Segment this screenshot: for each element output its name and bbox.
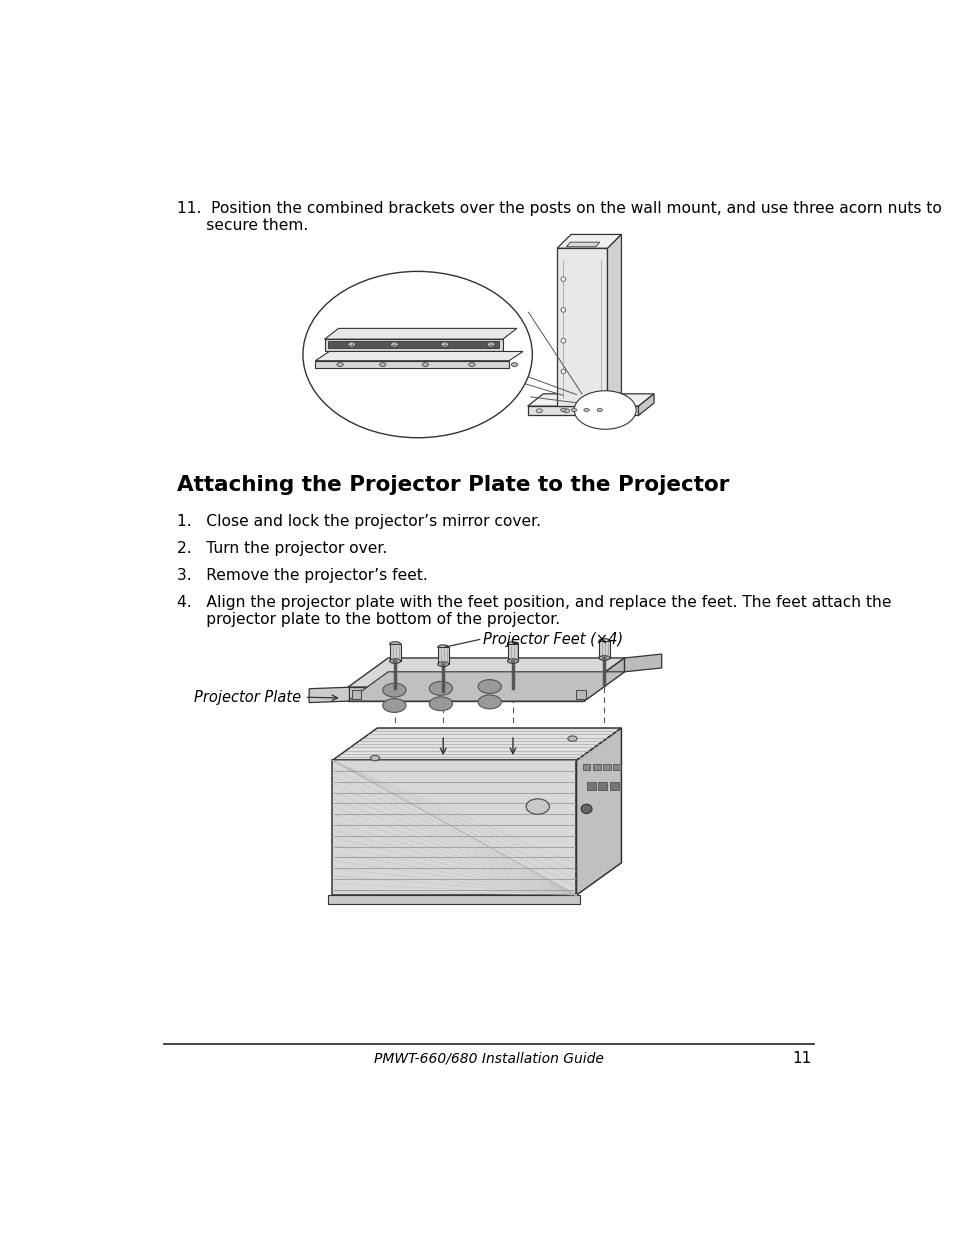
Ellipse shape (390, 642, 400, 646)
Ellipse shape (370, 756, 379, 761)
Ellipse shape (598, 656, 609, 661)
Polygon shape (332, 727, 620, 761)
Polygon shape (348, 687, 583, 701)
Circle shape (560, 277, 565, 282)
Ellipse shape (487, 342, 495, 347)
Bar (586, 782, 596, 789)
Circle shape (560, 338, 565, 343)
Polygon shape (624, 655, 661, 672)
Text: Projector Feet (×4): Projector Feet (×4) (483, 632, 623, 647)
Ellipse shape (336, 363, 343, 367)
Text: PMWT-660/680 Installation Guide: PMWT-660/680 Installation Guide (374, 1051, 603, 1066)
Ellipse shape (594, 409, 599, 412)
Ellipse shape (348, 342, 355, 347)
Polygon shape (527, 406, 638, 415)
Ellipse shape (382, 683, 406, 697)
Text: secure them.: secure them. (177, 217, 309, 232)
Ellipse shape (507, 658, 517, 663)
Ellipse shape (429, 682, 452, 695)
Ellipse shape (602, 657, 606, 659)
Polygon shape (576, 727, 620, 895)
Text: Projector Plate: Projector Plate (194, 689, 301, 705)
Ellipse shape (507, 642, 517, 646)
Polygon shape (328, 341, 498, 348)
Ellipse shape (597, 409, 602, 411)
Polygon shape (348, 672, 624, 701)
Polygon shape (332, 761, 576, 895)
Ellipse shape (477, 695, 500, 709)
Bar (592, 764, 599, 771)
Ellipse shape (567, 736, 577, 741)
Ellipse shape (437, 645, 448, 650)
Ellipse shape (560, 409, 565, 411)
Ellipse shape (574, 390, 636, 430)
Ellipse shape (598, 638, 609, 643)
Ellipse shape (511, 363, 517, 367)
Text: projector plate to the bottom of the projector.: projector plate to the bottom of the pro… (177, 611, 560, 626)
Ellipse shape (468, 363, 475, 367)
Ellipse shape (477, 679, 500, 694)
Polygon shape (638, 394, 654, 415)
Ellipse shape (429, 697, 452, 710)
Ellipse shape (511, 659, 515, 662)
Polygon shape (527, 394, 654, 406)
Bar (352, 689, 360, 699)
Bar (437, 647, 448, 664)
Polygon shape (315, 361, 509, 368)
Ellipse shape (303, 272, 532, 437)
Ellipse shape (390, 658, 400, 663)
Polygon shape (324, 340, 502, 352)
Ellipse shape (580, 804, 592, 814)
Circle shape (560, 369, 565, 374)
Bar (507, 645, 517, 661)
Circle shape (560, 308, 565, 312)
Text: 11: 11 (791, 1051, 810, 1066)
Text: 3.   Remove the projector’s feet.: 3. Remove the projector’s feet. (177, 568, 428, 583)
Ellipse shape (441, 663, 445, 666)
Text: 2.   Turn the projector over.: 2. Turn the projector over. (177, 541, 387, 556)
Ellipse shape (571, 409, 577, 411)
Ellipse shape (422, 363, 428, 367)
Text: 4.   Align the projector plate with the feet position, and replace the feet. The: 4. Align the projector plate with the fe… (177, 595, 891, 610)
Ellipse shape (562, 409, 569, 412)
Bar (609, 782, 618, 789)
Polygon shape (557, 235, 620, 248)
Bar (598, 641, 609, 658)
Bar (390, 645, 400, 661)
Polygon shape (583, 658, 624, 701)
Polygon shape (309, 687, 349, 703)
Ellipse shape (440, 342, 448, 347)
Ellipse shape (583, 409, 589, 411)
Ellipse shape (624, 409, 631, 412)
Ellipse shape (536, 409, 542, 412)
Text: 11.  Position the combined brackets over the posts on the wall mount, and use th: 11. Position the combined brackets over … (177, 200, 942, 216)
Ellipse shape (382, 699, 406, 713)
Text: 1.   Close and lock the projector’s mirror cover.: 1. Close and lock the projector’s mirror… (177, 514, 540, 529)
Polygon shape (566, 242, 599, 247)
Bar (602, 764, 610, 771)
Polygon shape (557, 248, 607, 406)
Bar (598, 782, 607, 789)
Polygon shape (348, 658, 624, 687)
Ellipse shape (437, 662, 448, 667)
Polygon shape (607, 235, 620, 406)
Bar (582, 764, 590, 771)
Ellipse shape (525, 799, 549, 814)
Ellipse shape (393, 659, 396, 662)
Ellipse shape (379, 363, 385, 367)
Polygon shape (328, 895, 579, 904)
Bar (612, 764, 620, 771)
Polygon shape (315, 352, 522, 361)
Bar (576, 689, 585, 699)
Ellipse shape (390, 342, 397, 347)
Polygon shape (324, 329, 517, 340)
Text: Attaching the Projector Plate to the Projector: Attaching the Projector Plate to the Pro… (177, 475, 729, 495)
